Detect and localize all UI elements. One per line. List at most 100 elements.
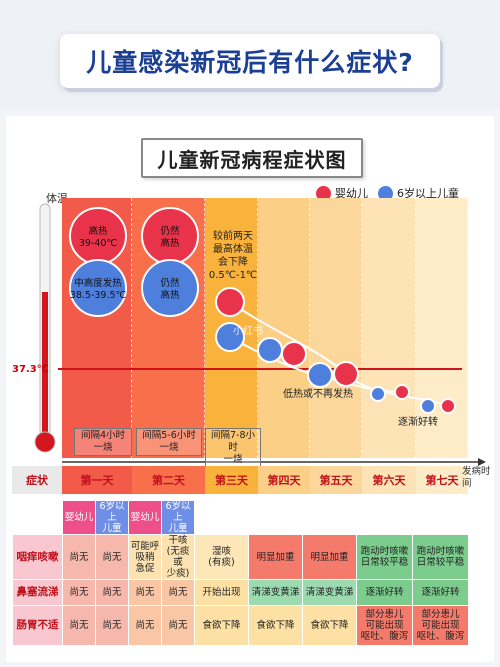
table-subheader-3: 婴幼儿 — [128, 500, 162, 535]
annotation-day3: 较前两天 最高体温 会下降 0.5℃-1℃ — [205, 230, 261, 282]
legend-label-infant: 婴幼儿 — [335, 187, 368, 200]
annotation-day4-5: 低热或不再发热 — [283, 389, 353, 400]
table-subheader-1: 婴幼儿 — [62, 500, 96, 535]
table-cell-2-5-line-0: 食欲下降 — [256, 620, 295, 631]
annotation-day6-7: 逐渐好转 — [398, 417, 438, 428]
table-subheader-empty — [248, 500, 303, 535]
bubble-2 — [69, 259, 127, 317]
table-cell-2-7-line-1: 可能出现 — [365, 620, 404, 631]
table-cell: 尚无 — [95, 605, 129, 646]
iv-2-line-1: 一烧 — [223, 454, 243, 465]
bubble-11 — [370, 386, 386, 402]
table-cell: 尚无 — [62, 579, 96, 606]
table-cell-0-2-line-2: 急促 — [135, 562, 155, 574]
table-row-label: 鼻塞流涕 — [12, 579, 63, 606]
note-day3-line-2: 会下降 — [218, 257, 248, 268]
watermark: 小红书 — [233, 324, 263, 337]
table-cell-0-3-line-0: 干咳 — [168, 535, 188, 546]
table-cell-1-1-line-0: 尚无 — [102, 587, 122, 598]
table-cell-0-8-line-1: 日常较平稳 — [416, 557, 465, 568]
bubble-label-infant_day2-0: 仍然 — [160, 225, 180, 237]
table-cell-2-6-line-0: 食欲下降 — [310, 620, 349, 631]
table-cell: 部分患儿 可能出现 呕吐、腹泻 — [356, 605, 413, 646]
table-cell-2-2-line-0: 尚无 — [135, 620, 155, 631]
legend-item-infant: 婴幼儿 — [316, 185, 368, 201]
table-cell: 可能呼 吸稍 急促 — [128, 534, 162, 580]
table-cell: 开始出现 — [194, 579, 249, 606]
table-cell: 尚无 — [95, 579, 129, 606]
table-cell-2-8-line-1: 可能出现 — [421, 620, 460, 631]
bubble-7 — [257, 337, 283, 363]
table-cell-0-4-line-1: (有痰) — [208, 557, 235, 568]
table-cell: 尚无 — [62, 534, 96, 580]
bubble-label-child_day2-1: 高热 — [160, 289, 180, 301]
x-tick-label-2: 第二天 — [132, 466, 205, 494]
table-row: 咽痒咳嗽 尚无 尚无 可能呼 吸稍 急促 干咳 (无痰或 少痰) 湿咳 (有痰) 明显加重 明显加重 跑动… — [12, 534, 469, 580]
table-row-label: 咽痒咳嗽 — [12, 534, 63, 580]
table-cell-0-3-line-1: (无痰或 — [166, 546, 190, 568]
table-cell: 明显加重 — [248, 534, 303, 580]
bubble-10 — [333, 361, 359, 387]
table-corner-label: 症状 — [12, 466, 62, 494]
bubble-6 — [215, 322, 245, 352]
table-cell-0-6-line-0: 明显加重 — [310, 551, 349, 563]
bubble-14 — [440, 398, 456, 414]
table-cell-1-0-line-0: 尚无 — [69, 587, 89, 598]
bubble-9 — [307, 362, 333, 388]
table-cell-0-1-line-0: 尚无 — [102, 551, 122, 563]
table-subheader-1-line-0: 婴幼儿 — [64, 512, 94, 523]
table-cell: 食欲下降 — [194, 605, 249, 646]
page-header: 儿童感染新冠后有什么症状? — [0, 0, 500, 108]
bubble-8 — [281, 341, 307, 367]
table-cell: 干咳 (无痰或 少痰) — [161, 534, 195, 580]
table-cell: 明显加重 — [302, 534, 357, 580]
legend-item-child: 6岁以上儿童 — [378, 185, 459, 201]
day-column-6 — [362, 198, 416, 458]
table-cell-0-0-line-0: 尚无 — [69, 551, 89, 563]
table-cell-2-8-line-2: 呕吐、腹泻 — [416, 631, 465, 642]
table-cell: 尚无 — [161, 579, 195, 606]
table-cell-0-3-line-2: 少痰) — [166, 568, 190, 579]
legend-dot-infant — [316, 185, 331, 201]
table-subheader-empty — [194, 500, 249, 535]
x-axis-label: 发病时间 — [462, 466, 491, 489]
x-axis-arrow — [478, 458, 486, 466]
table-subheader-empty — [302, 500, 357, 535]
table-subheader-blank — [12, 500, 63, 535]
table-row: 鼻塞流涕 尚无 尚无 尚无 尚无 开始出现 清涕变黄涕 清涕变黄涕 逐渐好转 逐渐好转 — [12, 579, 469, 606]
interval-label-day2: 间隔5-6小时 一烧 — [136, 428, 202, 456]
day-column-4 — [258, 198, 310, 458]
table-cell-2-7-line-0: 部分患儿 — [365, 609, 404, 620]
table-subheader-2-line-1: 儿童 — [102, 523, 122, 534]
table-cell-0-7-line-1: 日常较平稳 — [360, 557, 409, 568]
table-subheader-4-line-1: 儿童 — [168, 523, 188, 534]
table-cell-0-7-line-0: 跑动时咳嗽 — [360, 546, 409, 557]
table-cell: 尚无 — [62, 605, 96, 646]
main-title-box: 儿童感染新冠后有什么症状? — [60, 34, 440, 88]
table-row: 肠胃不适 尚无 尚无 尚无 尚无 食欲下降 食欲下降 食欲下降 部分患儿 可能出现 呕吐、腹泻 部分患… — [12, 605, 469, 646]
table-cell: 跑动时咳嗽 日常较平稳 — [412, 534, 469, 580]
table-cell: 湿咳 (有痰) — [194, 534, 249, 580]
note-day3-line-0: 较前两天 — [213, 231, 253, 242]
x-tick-label-3: 第三天 — [205, 466, 258, 494]
table-cell: 清涕变黄涕 — [302, 579, 357, 606]
table-cell: 逐渐好转 — [356, 579, 413, 606]
table-cell: 食欲下降 — [248, 605, 303, 646]
note-day3-line-3: 0.5℃-1℃ — [208, 270, 258, 281]
reference-line-label: 37.3℃ — [12, 364, 49, 375]
bubble-5 — [215, 287, 245, 317]
chart-title-box: 儿童新冠病程症状图 — [141, 138, 363, 178]
iv-1-line-0: 间隔5-6小时 — [142, 430, 196, 441]
chart-title: 儿童新冠病程症状图 — [157, 147, 347, 172]
table-subheader-3-line-0: 婴幼儿 — [130, 512, 160, 523]
interval-label-day3: 间隔7-8小时 一烧 — [205, 428, 261, 468]
table-cell: 尚无 — [95, 534, 129, 580]
legend-dot-child — [378, 185, 393, 201]
iv-0-line-1: 一烧 — [93, 442, 113, 453]
bubble-label-child_day1-0: 中高度发热 — [74, 277, 122, 289]
x-tick-label-6: 第六天 — [362, 466, 416, 494]
table-cell: 部分患儿 可能出现 呕吐、腹泻 — [412, 605, 469, 646]
table-cell-1-5-line-0: 清涕变黄涕 — [251, 587, 300, 598]
